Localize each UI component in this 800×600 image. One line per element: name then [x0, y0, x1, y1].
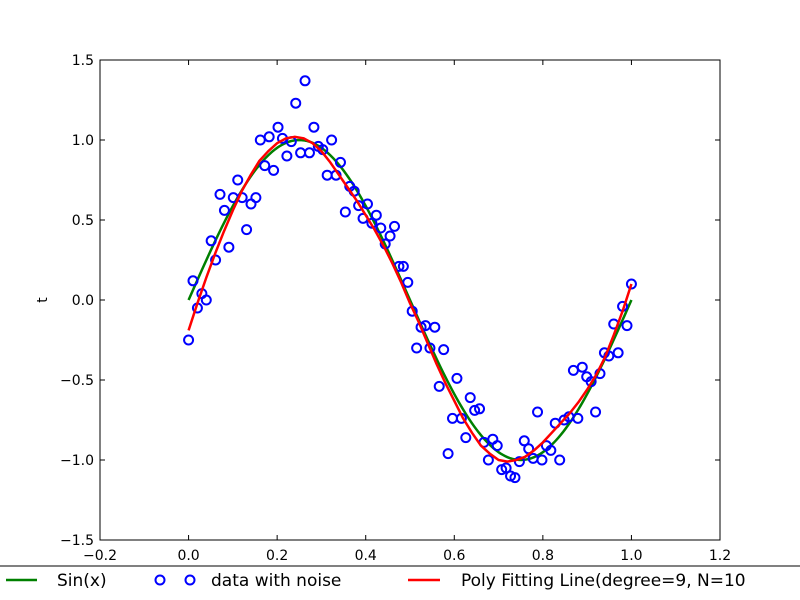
data-point: [411, 342, 423, 354]
data-point: [183, 334, 195, 346]
data-point: [513, 456, 525, 468]
data-point: [625, 278, 637, 290]
data-point: [223, 241, 235, 253]
data-point: [554, 454, 566, 466]
data-point: [259, 160, 271, 172]
data-point: [482, 454, 494, 466]
x-tick-label: 1.2: [709, 548, 731, 564]
x-tick-label: 0.8: [532, 548, 554, 564]
data-point: [290, 97, 302, 109]
data-point: [536, 454, 548, 466]
data-point: [384, 230, 396, 242]
legend-label-poly: Poly Fitting Line(degree=9, N=10: [461, 571, 746, 591]
data-point: [576, 361, 588, 373]
y-tick-label: 1.5: [72, 53, 94, 69]
data-point: [375, 222, 387, 234]
y-axis: 1.5 1.0 0.5 0.0 −0.5 −1.0 −1.5: [60, 53, 720, 549]
series-layer: [183, 75, 637, 484]
series-line-poly-fit: [187, 135, 633, 463]
data-point: [272, 121, 284, 133]
data-point: [612, 347, 624, 359]
legend-marker-noise-2: [184, 574, 196, 586]
data-point: [218, 204, 230, 216]
data-point: [263, 131, 275, 143]
data-point: [464, 392, 476, 404]
y-tick-label: −0.5: [60, 373, 94, 389]
legend-frame: [0, 565, 800, 600]
data-point: [518, 435, 530, 447]
x-axis: −0.2 0.0 0.2 0.4 0.6 0.8 1.0 1.2: [83, 60, 731, 564]
data-point: [214, 188, 226, 200]
data-point: [299, 75, 311, 87]
data-point: [268, 164, 280, 176]
x-tick-label: −0.2: [83, 548, 117, 564]
data-point: [303, 147, 315, 159]
data-point: [532, 406, 544, 418]
legend-marker-noise-1: [154, 574, 166, 586]
data-point: [590, 406, 602, 418]
data-point: [500, 462, 512, 474]
legend: Sin(x) data with noise Poly Fitting Line…: [0, 565, 800, 600]
legend-label-sin: Sin(x): [57, 571, 107, 591]
x-tick-label: 0.0: [177, 548, 199, 564]
data-point: [621, 320, 633, 332]
data-point: [281, 150, 293, 162]
y-tick-label: 0.0: [72, 293, 94, 309]
x-tick-label: 0.2: [266, 548, 288, 564]
data-point: [334, 156, 346, 168]
y-axis-label: t: [35, 297, 51, 303]
data-point: [397, 260, 409, 272]
data-point: [585, 376, 597, 388]
data-point: [308, 121, 320, 133]
data-point: [205, 235, 217, 247]
data-point: [370, 209, 382, 221]
data-point: [326, 134, 338, 146]
data-point: [402, 276, 414, 288]
data-point: [451, 372, 463, 384]
data-point: [474, 403, 486, 415]
data-point: [442, 448, 454, 460]
data-point: [429, 321, 441, 333]
data-point: [438, 344, 450, 356]
y-tick-label: −1.5: [60, 533, 94, 549]
data-point: [339, 206, 351, 218]
y-tick-label: 1.0: [72, 133, 94, 149]
y-tick-label: −1.0: [60, 453, 94, 469]
x-tick-label: 0.6: [443, 548, 465, 564]
data-point: [366, 217, 378, 229]
data-point: [232, 174, 244, 186]
y-tick-label: 0.5: [72, 213, 94, 229]
data-point: [361, 198, 373, 210]
data-point: [572, 412, 584, 424]
data-point: [424, 342, 436, 354]
data-point: [187, 275, 199, 287]
data-point: [545, 444, 557, 456]
data-point: [389, 220, 400, 232]
data-point: [469, 404, 481, 416]
data-point: [241, 224, 253, 236]
data-point: [250, 192, 262, 204]
legend-label-noise: data with noise: [211, 571, 341, 591]
data-point: [200, 294, 212, 306]
x-tick-label: 1.0: [620, 548, 642, 564]
data-point: [509, 472, 521, 484]
x-tick-label: 0.4: [355, 548, 377, 564]
data-point: [491, 440, 503, 452]
data-point: [433, 380, 445, 392]
data-point: [460, 432, 472, 444]
